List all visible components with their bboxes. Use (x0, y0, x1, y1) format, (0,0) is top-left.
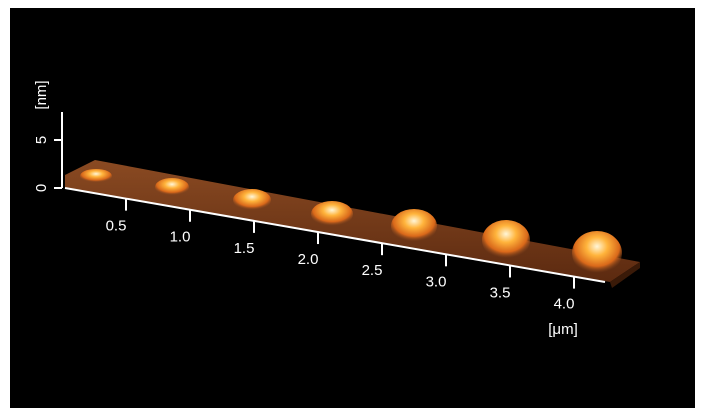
x-tick-label: 1.5 (234, 240, 255, 257)
x-tick-label: 3.5 (490, 284, 511, 301)
bump (572, 231, 622, 275)
z-axis-unit: [nm] (33, 80, 50, 109)
z-tick-label: 5 (33, 136, 50, 144)
bump (391, 209, 437, 243)
bump (233, 189, 271, 211)
background (10, 8, 695, 408)
page: [nm] [μm] 0.51.01.52.02.53.03.54.005 (()… (0, 0, 705, 416)
z-tick-label: 0 (33, 184, 50, 192)
x-tick-label: 2.5 (362, 262, 383, 279)
bump (155, 178, 189, 196)
x-axis-unit: [μm] (548, 321, 577, 338)
x-tick-label: 1.0 (170, 229, 191, 246)
bump (80, 169, 112, 183)
x-tick-label: 0.5 (106, 218, 127, 235)
bump (482, 220, 530, 260)
bump (311, 201, 353, 227)
x-tick-label: 2.0 (298, 251, 319, 268)
afm-image: [nm] [μm] 0.5 1.0 1.5 2.0 2.5 3.0 3.5 4.0 0 5 (0, 0, 705, 416)
x-tick-label: 3.0 (426, 273, 447, 290)
x-tick-label: 4.0 (554, 296, 575, 313)
